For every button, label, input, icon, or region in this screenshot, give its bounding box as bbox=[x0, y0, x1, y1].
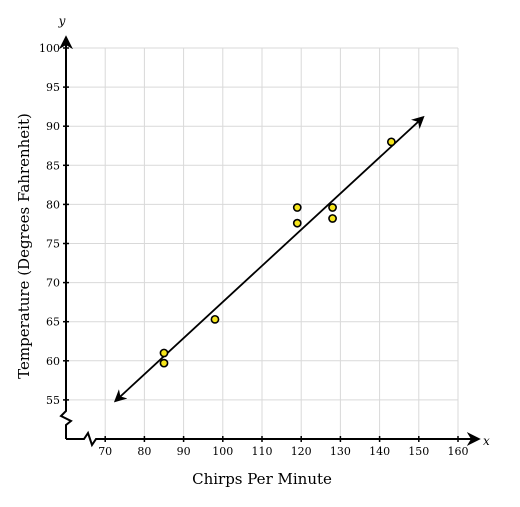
trend-line-group bbox=[113, 115, 425, 403]
y-tick-label: 70 bbox=[46, 277, 60, 290]
x-axis-title: Chirps Per Minute bbox=[192, 470, 332, 488]
x-tick-label: 70 bbox=[98, 445, 112, 458]
axes bbox=[59, 35, 481, 448]
y-tick-label: 85 bbox=[46, 159, 60, 172]
y-tick-label: 60 bbox=[46, 355, 60, 368]
data-point bbox=[328, 203, 337, 212]
x-tick-label: 130 bbox=[330, 445, 351, 458]
x-tick-label: 110 bbox=[252, 445, 273, 458]
x-tick-label: 160 bbox=[448, 445, 469, 458]
x-tick-label: 120 bbox=[291, 445, 312, 458]
y-tick-label: 80 bbox=[46, 198, 60, 211]
x-tick-label: 90 bbox=[177, 445, 191, 458]
trend-line bbox=[113, 115, 425, 403]
y-tick-label: 95 bbox=[46, 81, 60, 94]
y-tick-label: 100 bbox=[39, 42, 60, 55]
x-tick-label: 100 bbox=[212, 445, 233, 458]
y-axis-letter: y bbox=[58, 14, 66, 28]
x-tick-label: 80 bbox=[137, 445, 151, 458]
data-points bbox=[159, 137, 396, 368]
y-tick-label: 75 bbox=[46, 238, 60, 251]
x-axis-line bbox=[66, 430, 481, 448]
data-point bbox=[159, 358, 169, 368]
data-point bbox=[159, 348, 169, 358]
x-tick-label: 150 bbox=[408, 445, 429, 458]
y-axis-title: Temperature (Degrees Fahrenheit) bbox=[15, 113, 33, 379]
data-point bbox=[386, 137, 396, 147]
y-tick-label: 65 bbox=[46, 316, 60, 329]
data-point bbox=[292, 203, 302, 212]
x-tick-label: 140 bbox=[369, 445, 390, 458]
y-axis-line bbox=[59, 35, 73, 439]
y-tick-label: 90 bbox=[46, 120, 60, 133]
data-point bbox=[292, 218, 302, 228]
y-tick-label: 55 bbox=[46, 394, 60, 407]
data-point bbox=[328, 214, 337, 223]
tick-labels: 70 80 90 100 110 120 130 140 150 160 55 60 65 70 75 80 8… bbox=[39, 42, 469, 458]
grid bbox=[66, 47, 459, 439]
x-axis-letter: x bbox=[483, 434, 490, 448]
data-point bbox=[210, 314, 220, 324]
